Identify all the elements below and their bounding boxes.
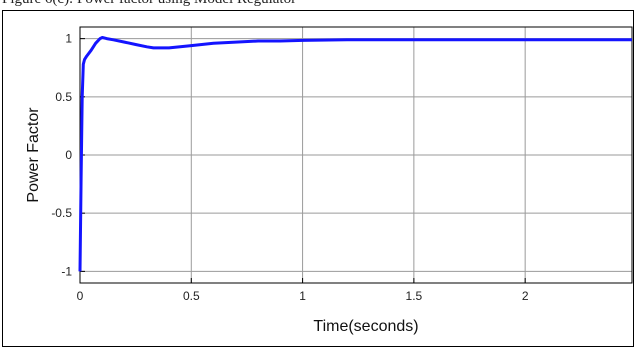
x-tick-label: 0	[77, 289, 84, 303]
x-tick-label: 1.5	[406, 289, 423, 303]
power-factor-line	[78, 36, 632, 272]
x-tick-label: 0.5	[183, 289, 200, 303]
x-tick-labels: 0 0.5 1 1.5 2	[77, 289, 529, 303]
figure-caption: Figure 6(c): Power factor using Model Re…	[2, 0, 635, 9]
y-tick-label: 0	[65, 148, 72, 162]
y-tick-label: 0.5	[55, 90, 72, 104]
grid	[79, 27, 632, 283]
x-tick-label: 1	[299, 289, 306, 303]
y-tick-labels: -1 -0.5 0 0.5 1	[51, 32, 72, 279]
figure-frame	[2, 10, 634, 347]
y-tick-label: -0.5	[51, 206, 72, 220]
y-tick-label: -1	[61, 264, 72, 278]
y-tick-label: 1	[65, 32, 72, 46]
y-axis-label: Power Factor	[25, 107, 42, 203]
x-tick-label: 2	[522, 289, 529, 303]
x-axis-label: Time(seconds)	[313, 318, 418, 335]
